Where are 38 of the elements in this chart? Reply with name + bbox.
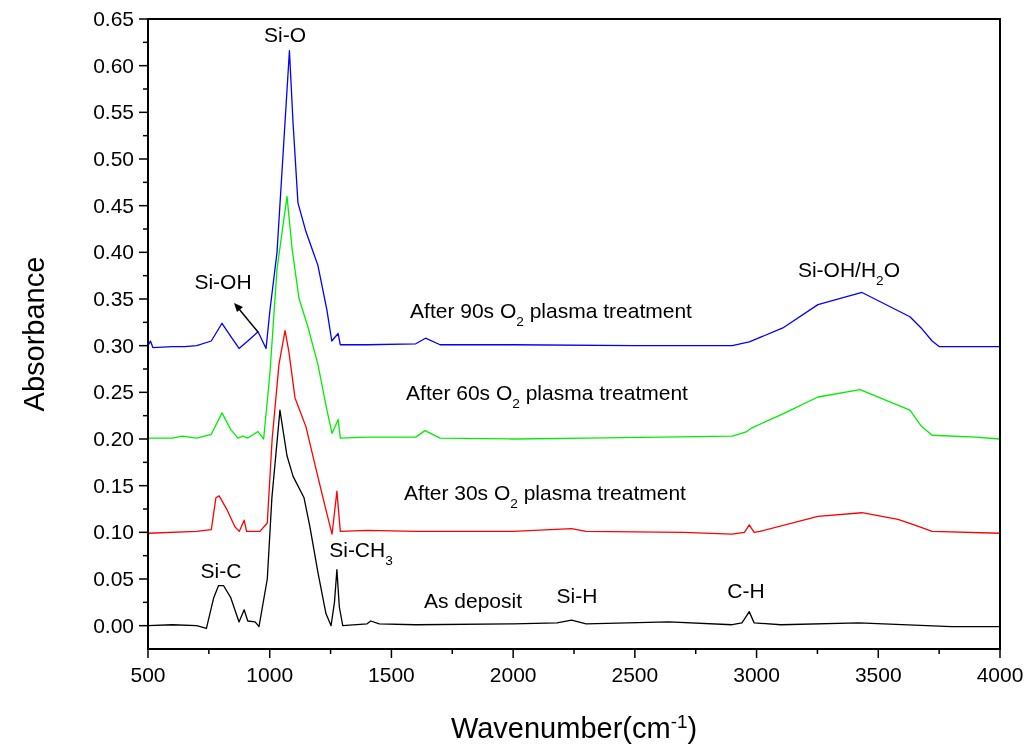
x-tick-label: 2000 [489, 663, 537, 686]
annotation: Si-C [200, 559, 242, 582]
y-tick-label: 0.25 [93, 380, 134, 404]
y-tick-label: 0.00 [93, 613, 134, 637]
x-tick-label: 3500 [854, 663, 902, 686]
y-tick-label: 0.40 [93, 240, 134, 264]
y-axis-title: Absorbance [18, 256, 50, 412]
annotation: C-H [727, 579, 765, 602]
annotation: Si-OH [194, 270, 252, 293]
annotation: As deposit [423, 589, 523, 612]
y-tick-label: 0.35 [93, 287, 134, 310]
y-tick-label: 0.60 [93, 53, 134, 77]
annotation: After 30s O$_{2}$ plasma treatment [404, 481, 687, 511]
y-tick-label: 0.10 [93, 520, 134, 544]
y-tick-label: 0.20 [93, 427, 134, 450]
y-tick-label: 0.15 [93, 473, 134, 497]
annotation: Si-H [556, 584, 598, 607]
y-tick-label: 0.45 [93, 193, 134, 217]
annotation: Si-CH$_{3}$ [329, 538, 393, 568]
line-series [148, 330, 1000, 535]
x-tick-label: 500 [130, 663, 166, 686]
annotation: After 90s O$_{2}$ plasma treatment [410, 299, 693, 329]
y-tick-label: 0.30 [93, 333, 134, 357]
x-tick-label: 3000 [733, 663, 780, 686]
x-tick-label: 2500 [611, 663, 659, 686]
x-tick-label: 1500 [368, 663, 415, 686]
annotation: Si-O [264, 23, 306, 46]
x-tick-label: 1000 [246, 663, 294, 686]
line-series [148, 195, 1000, 440]
line-series [148, 50, 1000, 350]
y-tick-label: 0.55 [93, 100, 134, 124]
annotation: Si-OH/H$_{2}$O [797, 258, 901, 288]
y-tick-label: 0.05 [93, 567, 134, 590]
x-tick-label: 4000 [976, 663, 1024, 686]
y-tick-label: 0.65 [93, 7, 134, 30]
x-axis-title: Wavenumber(cm$^{-1}$) [450, 710, 698, 744]
annotation: After 60s O$_{2}$ plasma treatment [406, 381, 689, 411]
y-tick-label: 0.50 [93, 147, 134, 170]
